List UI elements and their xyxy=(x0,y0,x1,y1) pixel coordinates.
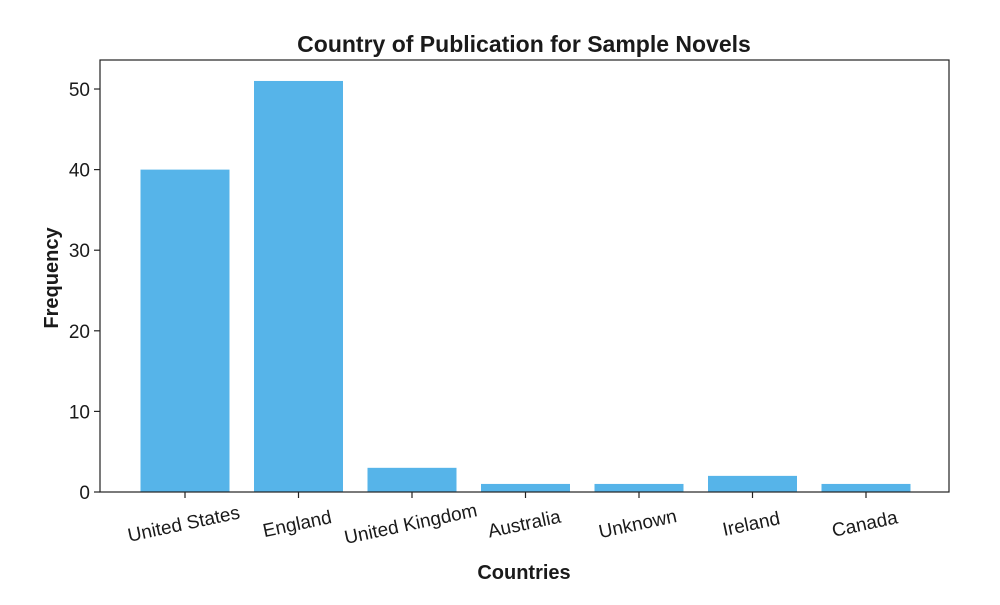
y-tick-label: 10 xyxy=(69,402,90,423)
x-tick-label: Australia xyxy=(486,507,563,543)
y-tick-label: 0 xyxy=(79,483,90,504)
y-axis: 0 10 20 30 40 50 xyxy=(69,80,100,504)
bar-canada xyxy=(821,483,911,492)
x-tick-label: United Kingdom xyxy=(343,500,480,549)
x-axis: United States England United Kingdom Austra… xyxy=(126,492,900,549)
bars-group xyxy=(140,80,911,492)
x-tick-label: Ireland xyxy=(721,508,782,541)
y-tick-label: 20 xyxy=(69,322,90,343)
x-axis-label: Countries xyxy=(477,562,570,584)
y-tick-label: 50 xyxy=(69,80,90,101)
y-tick-label: 40 xyxy=(69,161,90,182)
x-tick-label: England xyxy=(261,507,334,542)
plot-frame xyxy=(99,59,950,493)
x-tick-label: United States xyxy=(126,502,242,546)
chart-title: Country of Publication for Sample Novels xyxy=(297,31,751,57)
y-tick-label: 30 xyxy=(69,241,90,262)
bar-united-kingdom xyxy=(367,467,457,492)
bar-england xyxy=(254,80,343,492)
y-axis-label: Frequency xyxy=(41,227,63,329)
x-tick-label: Canada xyxy=(830,507,900,541)
bar-united-states xyxy=(140,169,230,492)
bar-ireland xyxy=(708,475,797,492)
x-tick-label: Unknown xyxy=(597,506,679,543)
bar-australia xyxy=(481,483,570,492)
bar-unknown xyxy=(594,483,684,492)
